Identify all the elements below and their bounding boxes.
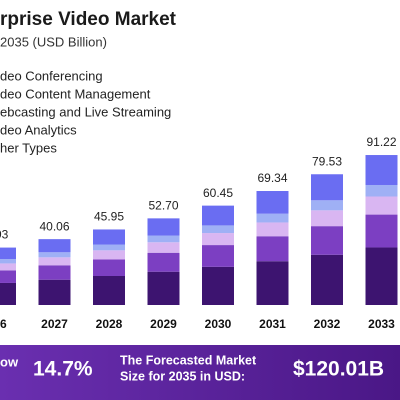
x-tick-label: 2031: [259, 317, 286, 331]
bar-segment: [0, 282, 16, 305]
total-label: .93: [0, 228, 9, 242]
bar-segment: [365, 214, 398, 248]
banner-cagr: 14.7%: [33, 358, 93, 381]
bar-segment: [365, 184, 398, 197]
bar-segment: [93, 275, 125, 305]
x-tick-label: 2030: [205, 317, 232, 331]
bar-segment: [93, 229, 125, 245]
bar-segment: [147, 271, 180, 305]
legend-label: her Types: [0, 140, 57, 155]
legend-label: ebcasting and Live Streaming: [0, 104, 171, 119]
total-label: 69.34: [257, 171, 287, 185]
bar-segment: [256, 213, 289, 223]
x-tick-label: 2033: [368, 317, 395, 331]
bar-segment: [202, 233, 234, 246]
bar-segment: [311, 200, 343, 211]
banner-cagr-label: ow: [0, 354, 19, 369]
total-label: 79.53: [312, 154, 342, 168]
bar-segment: [256, 261, 289, 305]
bar-segment: [38, 252, 71, 258]
x-tick-label: 2028: [96, 317, 123, 331]
bar-segment: [365, 196, 398, 215]
x-tick-label: 26: [0, 317, 7, 331]
bar-segment: [93, 244, 125, 251]
legend-label: deo Conferencing: [0, 68, 103, 83]
bar-segment: [147, 218, 180, 236]
bar-segment: [147, 252, 180, 272]
bar-segment: [147, 242, 180, 253]
bar-segment: [202, 225, 234, 234]
chart-subtitle: 2035 (USD Billion): [0, 34, 107, 49]
banner-value: $120.01B: [293, 358, 384, 381]
bar-segment: [311, 254, 343, 305]
bar-segment: [256, 191, 289, 214]
total-label: 45.95: [94, 210, 124, 224]
bar-segment: [365, 247, 398, 305]
bar-segment: [93, 250, 125, 260]
bar-segment: [38, 265, 71, 280]
bar-segment: [0, 270, 16, 283]
banner-label: Size for 2035 in USD:: [120, 369, 245, 383]
bar-segment: [0, 247, 16, 260]
bar-segment: [311, 174, 343, 201]
total-label: 60.45: [203, 186, 233, 200]
bar-segment: [38, 239, 71, 253]
chart-title: rprise Video Market: [0, 9, 177, 30]
banner: [0, 345, 400, 400]
plot: .93 26 40.06 2027 45.95 2028 52.70 2029 60.45 203…: [0, 135, 398, 331]
bar-segment: [202, 266, 234, 305]
bar-segment: [0, 259, 16, 264]
x-tick-label: 2032: [314, 317, 341, 331]
bar-segment: [365, 155, 398, 185]
legend: deo Conferencing deo Content Management eb…: [0, 68, 171, 155]
bar-segment: [38, 257, 71, 266]
banner-label: The Forecasted Market: [120, 353, 257, 367]
bar-segment: [256, 222, 289, 237]
total-label: 40.06: [39, 219, 69, 233]
bar-segment: [93, 259, 125, 276]
bar-segment: [311, 226, 343, 255]
bar-segment: [256, 236, 289, 262]
bar-segment: [202, 205, 234, 226]
total-label: 91.22: [366, 135, 396, 149]
legend-label: deo Content Management: [0, 86, 151, 101]
total-label: 52.70: [148, 199, 178, 213]
bar-segment: [147, 235, 180, 243]
bar-segment: [0, 263, 16, 271]
x-tick-label: 2027: [41, 317, 68, 331]
bar-segment: [38, 279, 71, 305]
x-tick-label: 2029: [150, 317, 177, 331]
bar-segment: [311, 210, 343, 227]
bar-segment: [202, 245, 234, 267]
legend-label: deo Analytics: [0, 122, 77, 137]
